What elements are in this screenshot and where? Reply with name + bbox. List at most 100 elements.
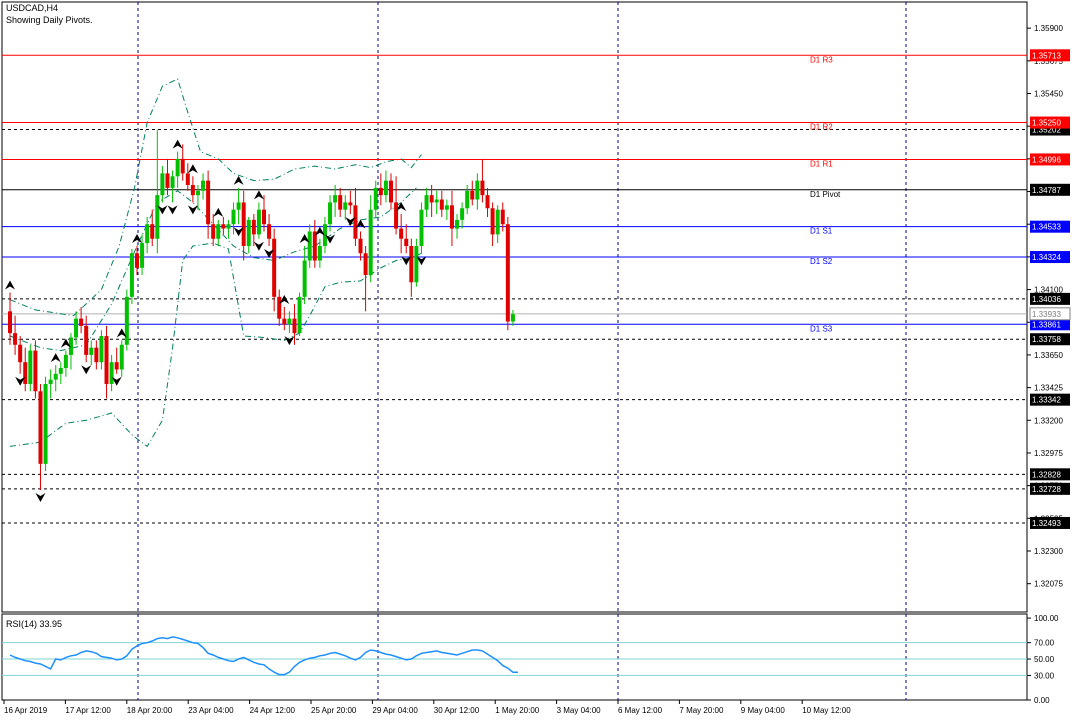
- level-tag: [1030, 123, 1070, 136]
- level-tag: [1030, 516, 1070, 529]
- level-tag: [1030, 393, 1070, 406]
- candle-body: [18, 344, 23, 363]
- candle-body: [470, 190, 475, 200]
- level-tag: [1030, 292, 1070, 305]
- fractal-up-marker: [132, 234, 142, 243]
- pivot-tag-value: 1.34324: [1032, 253, 1061, 262]
- candle-body: [322, 224, 327, 246]
- fractal-down-marker: [264, 249, 275, 258]
- fractal-up-marker: [60, 338, 71, 348]
- price-tick-label: 1.33650: [1034, 351, 1063, 360]
- candle-body: [63, 354, 68, 368]
- price-tick-label: 1.34100: [1034, 286, 1063, 295]
- candle-body: [104, 336, 109, 384]
- candle-body: [399, 228, 404, 239]
- time-tick-label: 7 May 20:00: [679, 706, 724, 715]
- time-tick-label: 1 May 20:00: [495, 706, 540, 715]
- candle-body: [394, 202, 399, 229]
- current-price-tag: [1029, 307, 1071, 321]
- candle-body: [236, 202, 241, 210]
- level-tag: [1030, 468, 1070, 481]
- candle-body: [429, 195, 434, 203]
- level-tag: [1030, 482, 1070, 495]
- candle-body: [368, 209, 373, 276]
- rsi-line: [9, 636, 518, 676]
- candle-body: [328, 202, 333, 225]
- rsi-tick-label: 70.00: [1034, 639, 1055, 648]
- candle-body: [480, 180, 485, 196]
- pivot-label: D1 R2: [810, 123, 833, 132]
- pivot-tag: [1030, 220, 1070, 233]
- level-tag: [1030, 333, 1070, 346]
- fractal-down-marker: [416, 256, 427, 266]
- candle-body: [201, 180, 206, 191]
- candle-body: [109, 362, 114, 384]
- candle-body: [58, 368, 63, 374]
- candle-body: [135, 253, 139, 268]
- candle-body: [505, 224, 510, 322]
- candle-body: [389, 180, 393, 203]
- candle-body: [38, 391, 43, 464]
- level-tag-value: 1.32728: [1032, 485, 1061, 494]
- candle-body: [414, 246, 419, 283]
- candle-body: [68, 337, 73, 355]
- rsi-tick-label: 0.00: [1034, 696, 1050, 705]
- candle-body: [74, 318, 79, 338]
- candle-body: [180, 158, 185, 174]
- time-tick-label: 16 Apr 2019: [4, 706, 48, 715]
- price-tick-label: 1.32975: [1034, 449, 1063, 458]
- candle-body: [33, 350, 38, 392]
- candle-body: [495, 209, 500, 235]
- price-tick-label: 1.33425: [1034, 384, 1063, 393]
- candle-body: [89, 347, 94, 355]
- pivot-label: D1 Pivot: [810, 190, 841, 199]
- candle-body: [409, 246, 414, 283]
- price-tick-label: 1.35900: [1034, 24, 1063, 33]
- candle-body: [206, 180, 211, 225]
- level-tag-value: 1.34036: [1032, 295, 1061, 304]
- candle-body: [221, 224, 226, 229]
- pivot-tag: [1030, 116, 1070, 129]
- candle-body: [13, 333, 18, 345]
- candle-body: [363, 253, 368, 276]
- pivot-tag-value: 1.33861: [1032, 320, 1061, 329]
- candle-body: [444, 205, 449, 210]
- candle-body: [28, 350, 33, 384]
- candle-body: [165, 173, 170, 188]
- fractal-up-marker: [172, 139, 183, 149]
- candle-body: [277, 296, 282, 319]
- time-tick-label: 29 Apr 04:00: [372, 706, 418, 715]
- time-tick-label: 17 Apr 12:00: [65, 706, 111, 715]
- candle-body: [190, 185, 195, 196]
- candle-body: [251, 219, 256, 235]
- rsi-tick-label: 100.00: [1034, 614, 1059, 623]
- candle-body: [99, 336, 104, 363]
- fractal-up-marker: [299, 234, 310, 243]
- candle-body: [185, 173, 190, 185]
- candle-body: [343, 202, 348, 210]
- candle-body: [94, 347, 99, 363]
- candle-body: [53, 373, 58, 380]
- chart-symbol-label: USDCAD,H4: [6, 3, 59, 13]
- pivot-tag: [1030, 153, 1070, 166]
- candle-body: [449, 205, 454, 229]
- candle-body: [485, 195, 490, 209]
- candle-body: [348, 202, 353, 206]
- pivot-label: D1 S2: [810, 257, 833, 266]
- candle-body: [241, 202, 246, 246]
- candle-body: [510, 314, 515, 322]
- fractal-down-marker: [15, 376, 26, 386]
- candle-body: [124, 296, 129, 345]
- fractal-down-marker: [35, 493, 46, 502]
- price-tick-label: 1.35450: [1034, 90, 1063, 99]
- candle-body: [307, 231, 312, 261]
- candle-body: [312, 231, 317, 261]
- time-tick-label: 25 Apr 20:00: [311, 706, 357, 715]
- chart-subtitle: Showing Daily Pivots.: [6, 15, 93, 25]
- candle-body: [145, 224, 150, 244]
- candle-body: [373, 187, 378, 210]
- fractal-down-marker: [187, 205, 198, 215]
- candle-body: [353, 205, 358, 239]
- price-tick-label: 1.33200: [1034, 416, 1063, 425]
